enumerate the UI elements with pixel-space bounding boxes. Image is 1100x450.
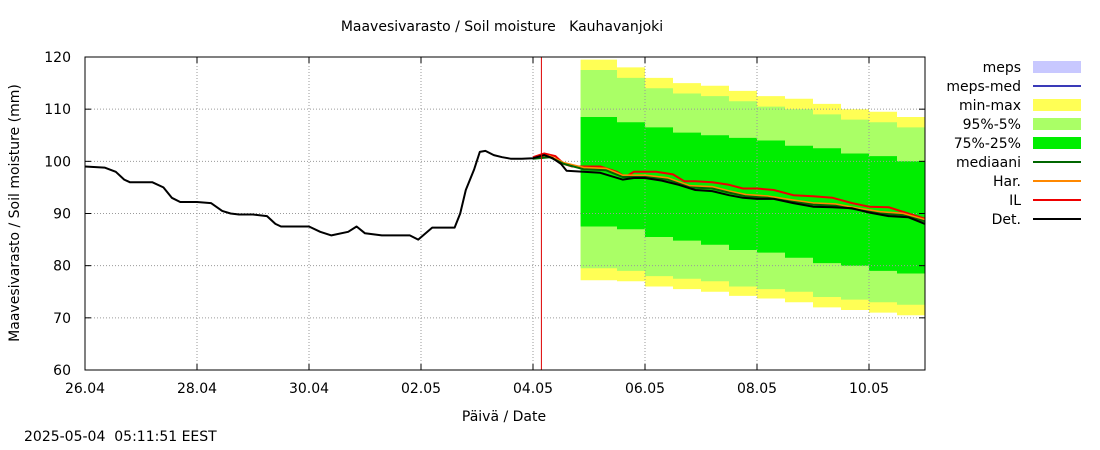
legend-label: min-max bbox=[959, 98, 1021, 114]
x-tick-label: 06.05 bbox=[625, 381, 665, 397]
y-tick-label: 60 bbox=[53, 363, 71, 379]
legend-label: 75%-25% bbox=[954, 136, 1021, 152]
x-axis: 26.04 28.04 30.04 02.05 04.05 06.05 08.05 10.05 bbox=[65, 57, 889, 397]
legend-label: 95%-5% bbox=[963, 117, 1021, 133]
legend: meps meps-med min-max 95%-5% 75%-25% mediaani… bbox=[946, 60, 1081, 228]
legend-label: meps-med bbox=[946, 79, 1021, 95]
y-axis-label: Maavesivarasto / Soil moisture (mm) bbox=[7, 84, 23, 342]
legend-label: Har. bbox=[993, 174, 1021, 190]
x-axis-label: Päivä / Date bbox=[462, 409, 546, 425]
legend-label: Det. bbox=[992, 212, 1021, 228]
series-lines bbox=[84, 149, 926, 241]
y-tick-label: 120 bbox=[44, 50, 71, 66]
legend-swatch bbox=[1033, 118, 1081, 130]
forecast-bands bbox=[580, 59, 925, 321]
x-tick-label: 28.04 bbox=[177, 381, 217, 397]
y-tick-label: 110 bbox=[44, 102, 71, 118]
y-tick-label: 70 bbox=[53, 311, 71, 327]
legend-label: IL bbox=[1009, 193, 1021, 209]
y-tick-label: 90 bbox=[53, 207, 71, 223]
x-tick-label: 10.05 bbox=[849, 381, 889, 397]
y-tick-label: 80 bbox=[53, 259, 71, 275]
x-tick-label: 08.05 bbox=[737, 381, 777, 397]
legend-swatch bbox=[1033, 137, 1081, 149]
x-tick-label: 26.04 bbox=[65, 381, 105, 397]
legend-swatch bbox=[1033, 61, 1081, 73]
y-tick-label: 100 bbox=[44, 154, 71, 170]
x-tick-label: 04.05 bbox=[513, 381, 553, 397]
series-line-det bbox=[84, 149, 926, 241]
chart-title: Maavesivarasto / Soil moisture Kauhavanj… bbox=[341, 19, 663, 35]
legend-label: mediaani bbox=[956, 155, 1021, 171]
generated-timestamp: 2025-05-04 05:11:51 EEST bbox=[24, 429, 217, 445]
legend-swatch bbox=[1033, 99, 1081, 111]
y-axis: 60 70 80 90 100 110 120 bbox=[44, 50, 925, 379]
legend-label: meps bbox=[983, 60, 1021, 76]
x-tick-label: 30.04 bbox=[289, 381, 329, 397]
series-line-har bbox=[532, 155, 926, 221]
x-tick-label: 02.05 bbox=[401, 381, 441, 397]
